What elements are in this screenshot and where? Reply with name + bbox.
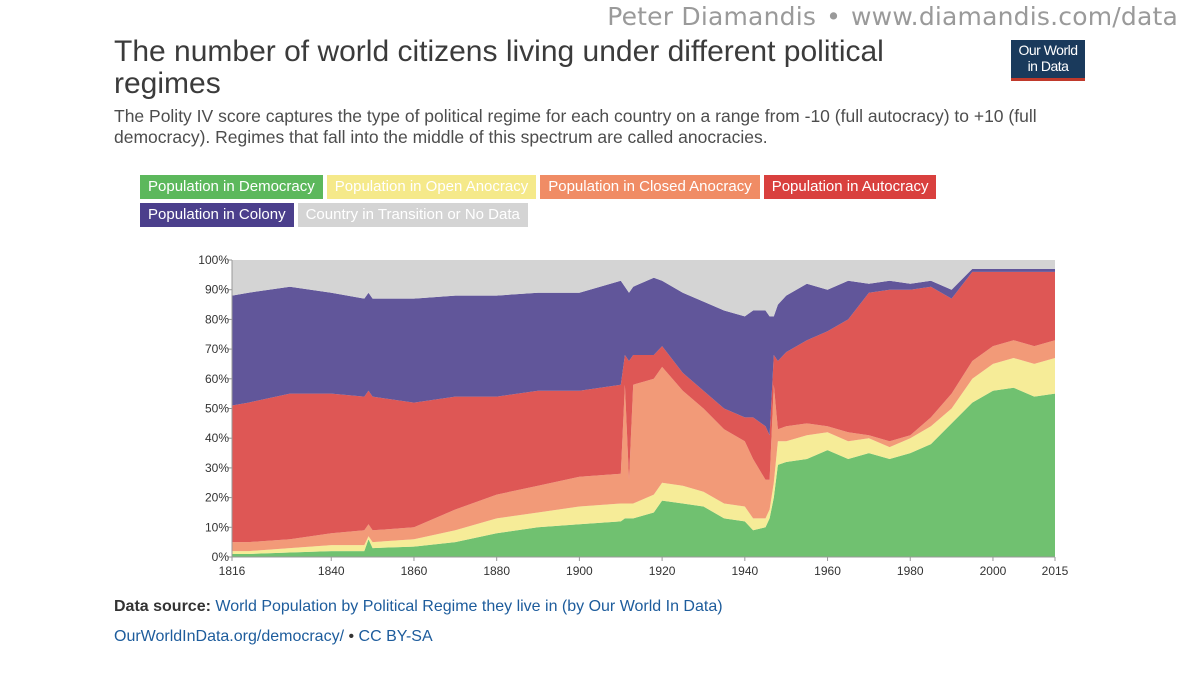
x-tick-label: 1920 [649, 564, 676, 578]
x-tick-label: 1960 [814, 564, 841, 578]
y-tick-label: 10% [205, 520, 229, 534]
owid-democracy-link[interactable]: OurWorldInData.org/democracy/ [114, 628, 345, 645]
legend-row-2: Population in Colony Country in Transiti… [140, 203, 1000, 227]
x-tick-label: 1900 [566, 564, 593, 578]
legend-item-colony[interactable]: Population in Colony [140, 203, 294, 227]
chart-axes: 0% 10% 20% 30% 40% 50% 60% 70% 80% 90% 100% 1816 184… [198, 253, 1068, 578]
x-tick-label: 2015 [1042, 564, 1069, 578]
area-series-3[interactable] [232, 271, 1055, 543]
x-tick-label: 2000 [980, 564, 1007, 578]
chart-subtitle: The Polity IV score captures the type of… [114, 106, 1037, 147]
source-label: Data source: [114, 598, 211, 615]
legend-row-1: Population in Democracy Population in Op… [140, 175, 1000, 199]
watermark-author: Peter Diamandis [607, 2, 817, 31]
data-source: Data source: World Population by Politic… [114, 598, 723, 616]
chart-areas [232, 260, 1055, 557]
license-link[interactable]: CC BY-SA [358, 628, 433, 645]
y-tick-label: 80% [205, 312, 229, 326]
x-tick-label: 1816 [219, 564, 246, 578]
x-tick-label: 1940 [731, 564, 758, 578]
y-tick-label: 70% [205, 342, 229, 356]
watermark-url: www.diamandis.com/data [851, 2, 1178, 31]
footer-link-line: OurWorldInData.org/democracy/ • CC BY-SA [114, 628, 433, 646]
y-tick-label: 60% [205, 372, 229, 386]
owid-logo[interactable]: Our World in Data [1011, 40, 1085, 81]
watermark: Peter Diamandis • www.diamandis.com/data [607, 2, 1178, 31]
footer-separator: • [348, 628, 355, 645]
y-tick-label: 40% [205, 431, 229, 445]
logo-line-1: Our World [1018, 42, 1078, 58]
legend-item-closed-anocracy[interactable]: Population in Closed Anocracy [540, 175, 760, 199]
logo-line-2: in Data [1027, 58, 1069, 74]
x-tick-label: 1880 [483, 564, 510, 578]
source-link[interactable]: World Population by Political Regime the… [215, 598, 723, 615]
watermark-separator: • [826, 2, 842, 31]
x-tick-label: 1840 [318, 564, 345, 578]
y-tick-label: 50% [205, 402, 229, 416]
y-tick-label: 90% [205, 283, 229, 297]
legend-item-no-data[interactable]: Country in Transition or No Data [297, 203, 528, 227]
area-series-0[interactable] [232, 387, 1055, 557]
y-tick-label: 30% [205, 461, 229, 475]
legend-item-autocracy[interactable]: Population in Autocracy [763, 175, 937, 199]
area-series-4[interactable] [232, 268, 1055, 436]
y-tick-label: 20% [205, 491, 229, 505]
area-series-5[interactable] [232, 260, 1055, 317]
y-tick-label: 100% [198, 253, 229, 267]
x-tick-label: 1980 [897, 564, 924, 578]
area-series-1[interactable] [232, 358, 1055, 554]
legend-item-open-anocracy[interactable]: Population in Open Anocracy [326, 175, 537, 199]
x-tick-label: 1860 [401, 564, 428, 578]
area-series-2[interactable] [232, 340, 1055, 552]
legend-item-democracy[interactable]: Population in Democracy [140, 175, 323, 199]
chart-title: The number of world citizens living unde… [114, 35, 884, 100]
y-tick-label: 0% [212, 550, 230, 564]
legend: Population in Democracy Population in Op… [140, 175, 1000, 231]
